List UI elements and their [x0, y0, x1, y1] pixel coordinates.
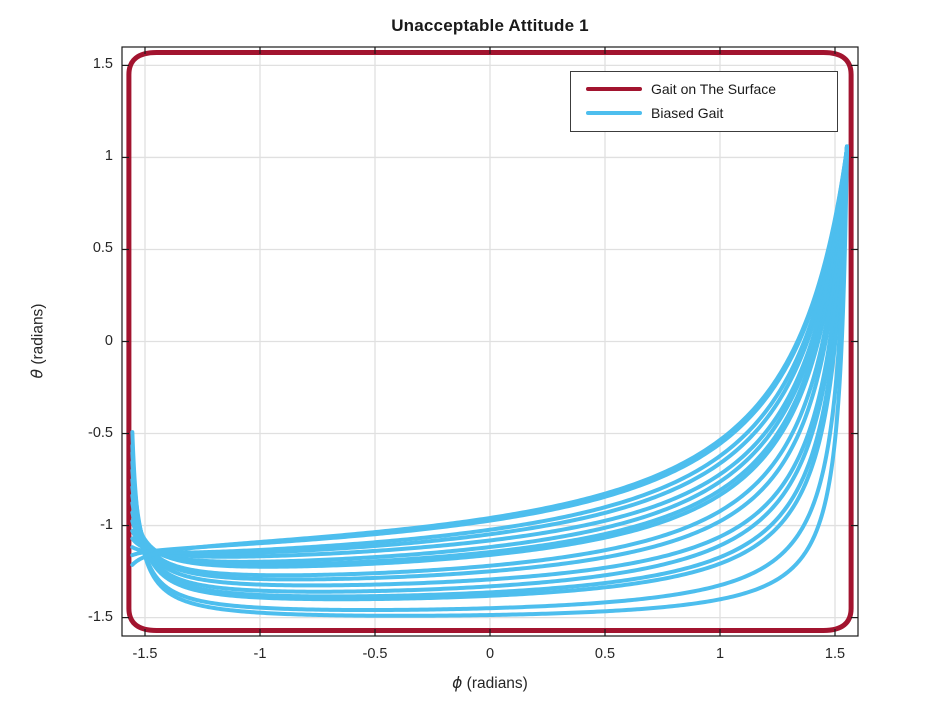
- x-tick-label: 1: [715, 646, 725, 662]
- phi-symbol: ϕ: [452, 674, 463, 692]
- y-axis-label: θ (radians): [29, 304, 48, 379]
- y-tick-label: 0.5: [92, 240, 113, 257]
- y-tick-label: -0.5: [88, 424, 113, 441]
- y-tick-label: -1.5: [88, 608, 113, 625]
- x-axis-label-text: (radians): [462, 675, 528, 692]
- x-tick-label: -1.5: [132, 646, 158, 662]
- x-axis-label: ϕ (radians): [122, 674, 858, 693]
- x-tick-label: 1.5: [824, 646, 846, 662]
- x-tick-label: 0: [485, 646, 495, 662]
- y-tick-label: -1: [100, 516, 113, 533]
- x-tick-label: -0.5: [362, 646, 388, 662]
- y-axis-label-text: (radians): [29, 303, 47, 369]
- legend: Gait on The Surface Biased Gait: [570, 71, 838, 132]
- legend-entry-surface-gait: Gait on The Surface: [571, 77, 837, 101]
- legend-label-biased-gait: Biased Gait: [651, 105, 724, 121]
- y-tick-label: 0: [104, 332, 113, 349]
- legend-entry-biased-gait: Biased Gait: [571, 101, 837, 125]
- legend-line-sample-red: [586, 87, 642, 91]
- x-tick-label: -1: [253, 646, 267, 662]
- theta-symbol: θ: [28, 368, 47, 379]
- x-tick-label: 0.5: [594, 646, 616, 662]
- chart-title: Unacceptable Attitude 1: [391, 16, 589, 35]
- legend-line-sample-cyan: [586, 111, 642, 115]
- legend-label-surface-gait: Gait on The Surface: [651, 81, 777, 97]
- y-tick-label: 1.5: [92, 56, 113, 73]
- y-tick-label: 1: [104, 148, 113, 165]
